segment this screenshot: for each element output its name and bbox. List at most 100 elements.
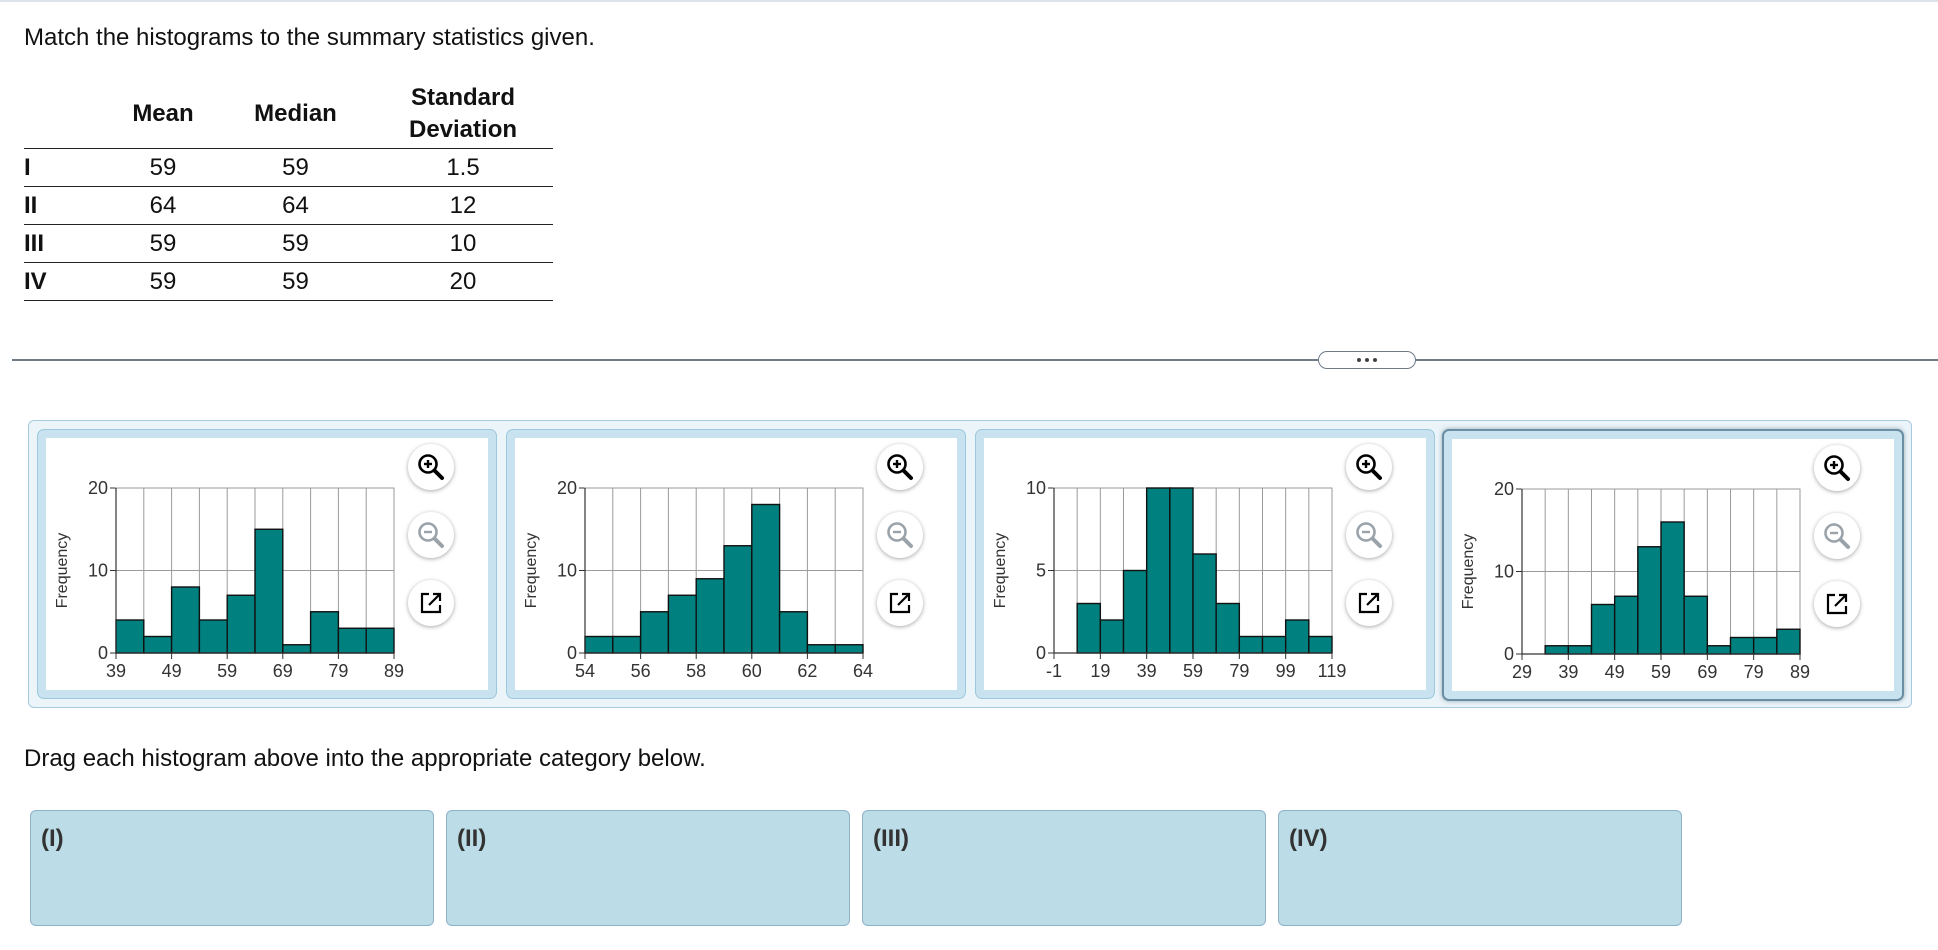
histogram-bar [695, 578, 725, 654]
cell-median: 59 [218, 262, 373, 301]
x-tick-label: 49 [1605, 662, 1625, 682]
zoom-out-button[interactable] [1814, 513, 1860, 559]
drop-zone-iv[interactable]: (IV) [1278, 810, 1682, 926]
popout-button[interactable] [1814, 581, 1860, 627]
zoom-in-icon [1824, 455, 1850, 481]
header-mean: Mean [108, 80, 218, 149]
histogram-bar [115, 619, 145, 654]
x-tick-label: 29 [1512, 662, 1532, 682]
drop-zone-label: (I) [41, 825, 64, 852]
popout-icon [1358, 592, 1380, 614]
histogram-bar [612, 635, 642, 654]
cell-sd: 20 [373, 262, 553, 301]
header-standard-deviation: Standard Deviation [373, 80, 553, 149]
histogram-bar [337, 627, 367, 654]
x-tick-label: 39 [1558, 662, 1578, 682]
histogram-bar [723, 545, 753, 654]
y-tick-label: 20 [557, 478, 577, 498]
histogram-bar [1284, 619, 1310, 654]
histogram-card-3[interactable]: 0 5 10 -1 19 39 59 79 99 119 Frequency [975, 429, 1435, 699]
histogram-chart: 0 5 10 -1 19 39 59 79 99 119 Frequency [992, 478, 1346, 681]
x-tick-label: 59 [1183, 661, 1203, 681]
x-tick-label: 99 [1276, 661, 1296, 681]
table-row: II 64 64 12 [24, 186, 553, 225]
popout-button[interactable] [408, 580, 454, 626]
y-tick-label: 10 [1026, 478, 1046, 498]
zoom-out-button[interactable] [408, 512, 454, 558]
histogram-bar [1752, 636, 1778, 655]
histogram-bar [1660, 521, 1685, 655]
histogram-bar [1261, 635, 1287, 654]
y-axis-label: Frequency [523, 533, 540, 609]
popout-icon [420, 592, 442, 614]
histogram-bar [1637, 546, 1662, 655]
cell-median: 59 [218, 148, 373, 187]
zoom-in-button[interactable] [1346, 444, 1392, 490]
zoom-in-button[interactable] [408, 444, 454, 490]
histogram-card-1[interactable]: 0 10 20 39 49 59 69 79 89 Frequency [37, 429, 497, 699]
histogram-chart: 0 10 20 39 49 59 69 79 89 Frequency [54, 478, 404, 681]
divider-drag-handle[interactable] [1318, 351, 1416, 369]
drop-zone-i[interactable]: (I) [30, 810, 434, 926]
y-tick-label: 0 [1504, 644, 1514, 664]
header-sd-line-2: Deviation [408, 116, 518, 143]
zoom-out-button[interactable] [1346, 512, 1392, 558]
x-tick-label: 59 [217, 661, 237, 681]
histogram-chart: 0 10 20 29 39 49 59 69 79 89 Frequency [1460, 479, 1810, 682]
table-row: IV 59 59 20 [24, 262, 553, 301]
drop-zone-label: (III) [873, 825, 909, 852]
cell-sd: 12 [373, 186, 553, 225]
x-tick-label: 56 [631, 661, 651, 681]
zoom-out-button[interactable] [877, 512, 923, 558]
histogram-bar [1099, 619, 1125, 654]
row-label: IV [24, 262, 108, 301]
cell-sd: 1.5 [373, 148, 553, 187]
cell-median: 59 [218, 224, 373, 263]
zoom-in-icon [1356, 454, 1382, 480]
y-tick-label: 10 [557, 561, 577, 581]
zoom-in-icon [418, 454, 444, 480]
row-label: I [24, 148, 108, 187]
zoom-in-button[interactable] [1814, 445, 1860, 491]
histogram-bar [226, 594, 256, 654]
popout-button[interactable] [877, 580, 923, 626]
histogram-card-2[interactable]: 0 10 20 54 56 58 60 62 64 Frequency [506, 429, 966, 699]
header-sd-line-1: Standard [410, 84, 515, 111]
histogram-bar [667, 594, 697, 654]
popout-button[interactable] [1346, 580, 1392, 626]
drop-zone-label: (II) [457, 825, 487, 852]
histogram-bar [1122, 569, 1148, 654]
histogram-bar [834, 644, 864, 654]
histogram-bar [639, 611, 670, 654]
x-tick-label: 19 [1090, 661, 1110, 681]
cell-mean: 64 [108, 186, 218, 225]
histogram-bar [282, 644, 312, 654]
x-tick-label: 39 [106, 661, 126, 681]
x-tick-label: 39 [1137, 661, 1157, 681]
y-tick-label: 0 [1036, 643, 1046, 663]
row-label: III [24, 224, 108, 263]
drop-zone-ii[interactable]: (II) [446, 810, 850, 926]
x-tick-label: -1 [1046, 661, 1062, 681]
popout-icon [1826, 593, 1848, 615]
histogram-bar [1776, 628, 1801, 655]
histogram-bar [143, 635, 173, 654]
x-tick-label: 60 [742, 661, 762, 681]
y-tick-label: 10 [88, 561, 108, 581]
zoom-in-button[interactable] [877, 444, 923, 490]
x-tick-label: 69 [273, 661, 293, 681]
histogram-chart: 0 10 20 54 56 58 60 62 64 Frequency [523, 478, 873, 681]
y-tick-label: 0 [98, 643, 108, 663]
histogram-bar [254, 528, 284, 654]
x-tick-label: 58 [686, 661, 706, 681]
y-axis-label: Frequency [1460, 534, 1477, 610]
histogram-bar [806, 644, 836, 654]
histogram-card-4[interactable]: 0 10 20 29 39 49 59 69 79 89 Frequency [1442, 429, 1904, 701]
histogram-bar [1238, 635, 1264, 654]
cell-mean: 59 [108, 148, 218, 187]
x-tick-label: 64 [853, 661, 873, 681]
top-border [0, 0, 1938, 2]
cell-median: 64 [218, 186, 373, 225]
drop-zone-iii[interactable]: (III) [862, 810, 1266, 926]
header-median: Median [218, 80, 373, 149]
